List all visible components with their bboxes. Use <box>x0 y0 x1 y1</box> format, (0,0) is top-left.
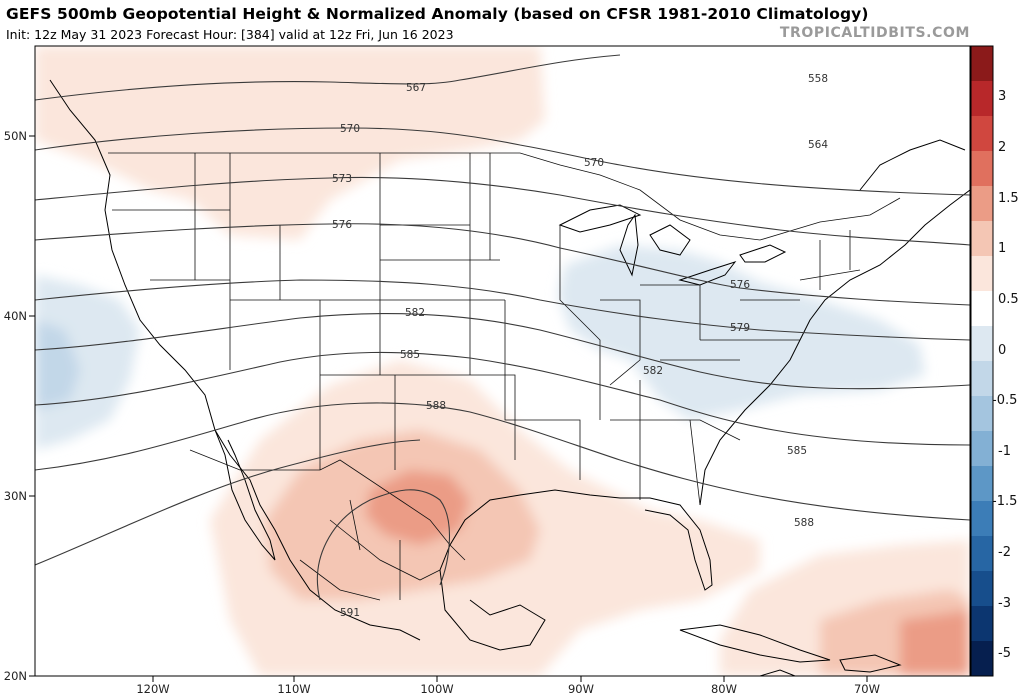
lat-label: 30N <box>4 489 27 503</box>
contour-label: 576 <box>730 279 750 291</box>
colorbar-label: 1 <box>998 241 1006 256</box>
brand-watermark: TROPICALTIDBITS.COM <box>779 25 970 41</box>
colorbar-segment <box>971 361 993 397</box>
lat-label: 50N <box>4 129 27 143</box>
lat-label: 20N <box>4 669 27 683</box>
height-contours <box>35 54 970 601</box>
chart-title: GEFS 500mb Geopotential Height & Normali… <box>6 5 869 23</box>
colorbar-segment <box>971 151 993 187</box>
contour-label: 585 <box>787 445 807 457</box>
colorbar-label: -2 <box>998 545 1011 560</box>
colorbar-segment <box>971 46 993 82</box>
contour-label: 570 <box>340 123 360 135</box>
colorbar-segment <box>971 466 993 502</box>
contour-label: 588 <box>426 400 446 412</box>
latitude-axis: 50N 40N 30N 20N <box>4 129 35 683</box>
contour-label: 582 <box>643 365 663 377</box>
coastlines <box>49 79 970 676</box>
colorbar-label: 1.5 <box>998 191 1019 206</box>
colorbar-label: -3 <box>998 596 1011 611</box>
colorbar-label: -5 <box>998 646 1011 661</box>
anomaly-shading <box>35 46 970 676</box>
lon-label: 80W <box>711 682 737 696</box>
colorbar-label: -1.5 <box>992 494 1017 509</box>
lon-label: 100W <box>420 682 453 696</box>
colorbar-label: -1 <box>998 444 1011 459</box>
colorbar-segment <box>971 396 993 432</box>
colorbar-frame <box>970 45 994 677</box>
colorbar-label: 2 <box>998 140 1006 155</box>
colorbar-label: 3 <box>998 89 1006 104</box>
map-frame <box>34 45 971 677</box>
colorbar <box>970 45 994 677</box>
lon-label: 70W <box>854 682 880 696</box>
lat-label: 40N <box>4 309 27 323</box>
colorbar-segment <box>971 81 993 117</box>
contour-label: 588 <box>794 517 814 529</box>
lon-label: 110W <box>277 682 310 696</box>
colorbar-segment <box>971 641 993 677</box>
contour-label: 585 <box>400 349 420 361</box>
contour-label: 573 <box>332 173 352 185</box>
contour-label: 564 <box>808 139 828 151</box>
colorbar-label: 0 <box>998 343 1006 358</box>
colorbar-label: -0.5 <box>992 393 1017 408</box>
contour-labels: 567 570 573 576 558 564 570 576 579 582 … <box>332 73 828 619</box>
contour-label: 567 <box>406 82 426 94</box>
political-borders <box>108 152 901 601</box>
contour-label: 579 <box>730 322 750 334</box>
contour-label: 576 <box>332 219 352 231</box>
colorbar-segment <box>971 606 993 642</box>
colorbar-segment <box>971 256 993 292</box>
colorbar-labels: 3 2 1.5 1 0.5 0 -0.5 -1 -1.5 -2 -3 -5 <box>992 89 1019 661</box>
colorbar-segment <box>971 116 993 152</box>
colorbar-segment <box>971 186 993 222</box>
colorbar-segment <box>971 501 993 537</box>
colorbar-segment <box>971 431 993 467</box>
colorbar-label: 0.5 <box>998 292 1019 307</box>
chart-subtitle: Init: 12z May 31 2023 Forecast Hour: [38… <box>6 27 454 42</box>
colorbar-segment <box>971 221 993 257</box>
colorbar-segment <box>971 571 993 607</box>
colorbar-segment <box>971 536 993 572</box>
contour-label: 582 <box>405 307 425 319</box>
colorbar-segment <box>971 326 993 362</box>
lon-label: 120W <box>136 682 169 696</box>
lon-label: 90W <box>568 682 594 696</box>
contour-label: 570 <box>584 157 604 169</box>
contour-label: 558 <box>808 73 828 85</box>
longitude-axis: 120W 110W 100W 90W 80W 70W <box>136 676 880 696</box>
colorbar-segment <box>971 291 993 327</box>
contour-label: 591 <box>340 607 360 619</box>
